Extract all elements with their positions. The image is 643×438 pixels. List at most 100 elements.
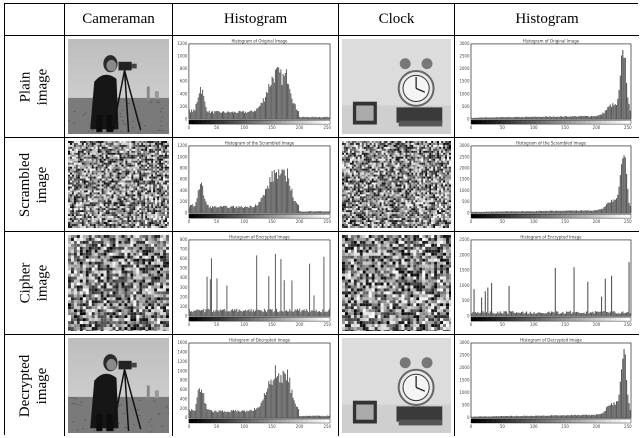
histogram-bar (508, 286, 510, 317)
histogram-bar (252, 309, 254, 317)
histogram-bar (562, 311, 564, 317)
histogram-bar (554, 210, 556, 214)
histogram-bar (539, 116, 541, 120)
histogram-bar (233, 205, 235, 214)
histogram-chart: Histogram of Original Image 0 200 400 600 800… (175, 38, 336, 135)
histogram-bar (478, 313, 480, 317)
histogram-bar (274, 173, 276, 214)
histogram-bar (556, 116, 558, 120)
histogram-bar (320, 210, 322, 214)
histogram-bar (477, 117, 479, 120)
histogram-bar (237, 112, 239, 120)
histogram-bar (486, 117, 488, 120)
histogram-bar (576, 116, 578, 120)
histogram-bar (627, 394, 629, 418)
histogram-bar (554, 117, 556, 120)
histogram-bar (295, 406, 297, 418)
histogram-bar (588, 414, 590, 418)
histogram-bar (543, 116, 545, 120)
histogram-bar (594, 311, 596, 317)
histogram-bar (282, 311, 284, 317)
clock-picture (342, 235, 451, 331)
histogram-bar (327, 117, 329, 120)
histogram-bar (591, 210, 593, 214)
histogram-bar (616, 104, 618, 120)
histogram-bar (242, 111, 244, 120)
histogram-bar (291, 280, 293, 317)
histogram-bar (526, 311, 528, 317)
histogram-title: Histogram of Original Image (523, 38, 580, 43)
histogram-bar (295, 310, 297, 317)
histogram-bar (472, 117, 474, 120)
histogram-bar (618, 89, 620, 120)
histogram-bar (199, 184, 201, 214)
histogram-bar (263, 101, 265, 120)
histogram-bar (306, 211, 308, 214)
histogram-bar (287, 168, 289, 214)
histogram-bar (501, 415, 503, 418)
x-tick-label: 100 (530, 219, 538, 224)
histogram-bar (302, 415, 304, 418)
y-tick-label: 500 (462, 298, 470, 303)
histogram-bar (235, 409, 237, 418)
histogram-bar (301, 310, 303, 317)
histogram-bar (602, 311, 604, 317)
histogram-bar (320, 415, 322, 418)
histogram-bar (224, 205, 226, 214)
histogram-bar (563, 313, 565, 317)
histogram-bar (491, 282, 493, 317)
histogram-bar (261, 197, 263, 214)
histogram-bar (249, 111, 251, 120)
histogram-bar (486, 211, 488, 214)
histogram-bar (242, 410, 244, 418)
histogram-bar (539, 415, 541, 418)
histogram-bar (541, 415, 543, 418)
histogram-bar (293, 400, 295, 418)
histogram-bar (259, 406, 261, 418)
histogram-bar (548, 210, 550, 214)
histogram-bar (268, 188, 270, 214)
x-tick-label: 250 (323, 424, 331, 429)
histogram-bar (312, 415, 314, 418)
histogram-bar (477, 211, 479, 214)
row-label-line: image (34, 264, 51, 302)
histogram-bar (310, 311, 312, 317)
header-clock: Clock (339, 4, 455, 36)
cameraman-picture (68, 235, 169, 331)
histogram-bar (255, 409, 257, 418)
histogram-bar (225, 412, 227, 418)
histogram-bar (294, 200, 296, 214)
histogram-bar (563, 116, 565, 120)
histogram-bar (247, 206, 249, 214)
histogram-bar (507, 116, 509, 120)
y-tick-label: 200 (180, 406, 188, 411)
histogram-bar (203, 195, 205, 214)
histogram-bar (479, 117, 481, 120)
histogram-bar (513, 116, 515, 120)
histogram-bar (547, 415, 549, 418)
histogram-bar (245, 412, 247, 418)
histogram-bar (214, 410, 216, 418)
histogram-bar (217, 207, 219, 214)
histogram-bar (213, 206, 215, 214)
histogram-bar (258, 202, 260, 214)
histogram-bar (603, 113, 605, 120)
histogram-bar (527, 415, 529, 418)
histogram-bar (328, 308, 330, 317)
histogram-bar (549, 210, 551, 214)
histogram-bar (304, 311, 306, 317)
histogram-bar (269, 308, 271, 317)
x-tick-label: 150 (561, 219, 569, 224)
histogram-bar (589, 116, 591, 120)
histogram-bar (491, 117, 493, 120)
histogram-bar (546, 415, 548, 418)
histogram-bar (234, 207, 236, 214)
x-tick-label: 200 (296, 322, 304, 327)
histogram-bar (606, 311, 608, 317)
histogram-bar (518, 211, 520, 214)
histogram-bar (523, 211, 525, 214)
histogram-bar (277, 311, 279, 317)
histogram-bar (542, 313, 544, 317)
histogram-bar (251, 207, 253, 214)
histogram-bar (246, 113, 248, 120)
